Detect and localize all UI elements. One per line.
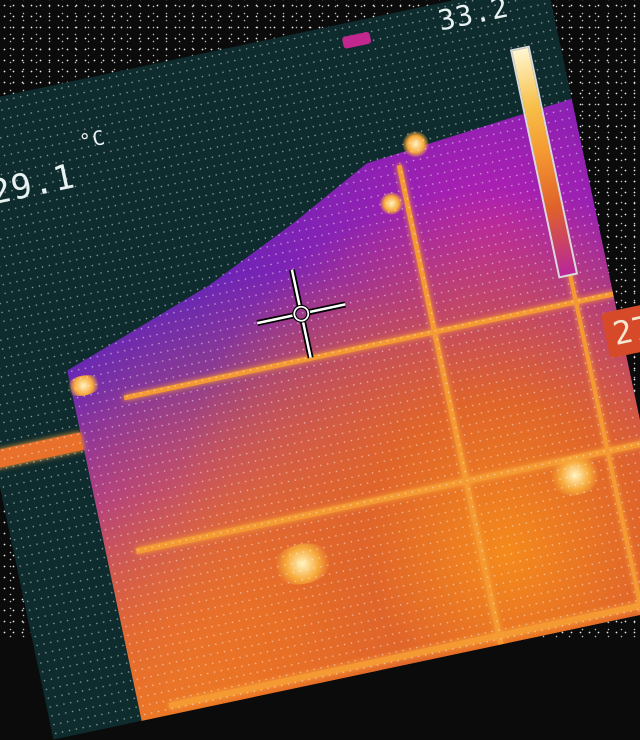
crosshair-icon (254, 266, 349, 361)
temperature-scale-bar (509, 45, 579, 279)
spot-temperature-readout: 29.1 (0, 156, 79, 214)
temperature-unit-label: °C (77, 124, 108, 154)
indicator-tab (341, 31, 372, 50)
scale-max-readout: 33.2 (435, 0, 512, 38)
scale-min-badge: 27 (600, 303, 640, 359)
scale-min-readout: 27 (609, 307, 640, 353)
hud-layer: 29.1 °C 33.2 27 (0, 0, 640, 361)
